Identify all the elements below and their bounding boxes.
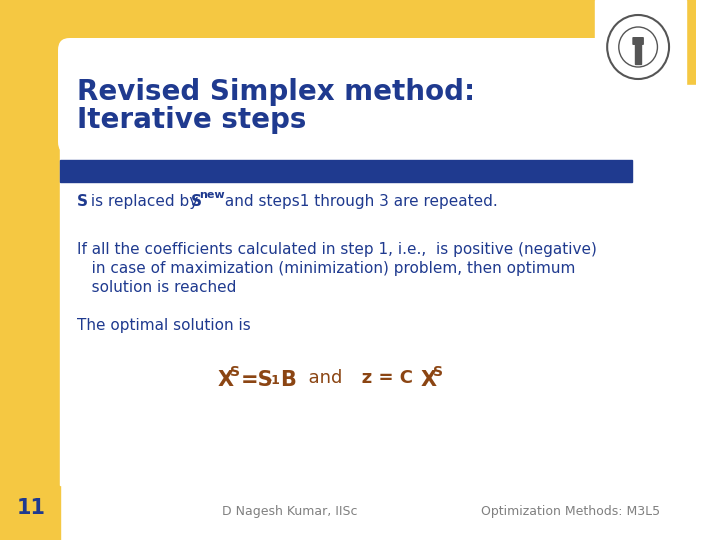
Bar — [0, 0, 60, 540]
Text: X: X — [420, 370, 437, 390]
Text: and: and — [297, 369, 342, 387]
Text: new: new — [199, 190, 225, 200]
Text: 11: 11 — [17, 498, 45, 518]
Bar — [0, 0, 696, 85]
Text: S: S — [77, 194, 89, 209]
FancyBboxPatch shape — [632, 37, 644, 45]
Text: z = C: z = C — [343, 369, 413, 387]
Text: is replaced by: is replaced by — [86, 194, 203, 209]
FancyBboxPatch shape — [58, 38, 608, 154]
Text: in case of maximization (minimization) problem, then optimum: in case of maximization (minimization) p… — [77, 261, 576, 276]
Text: S: S — [433, 365, 443, 379]
Text: solution is reached: solution is reached — [77, 280, 237, 295]
Text: -1: -1 — [266, 374, 280, 387]
Text: =S: =S — [240, 370, 274, 390]
Bar — [635, 42, 641, 64]
Text: X: X — [217, 370, 234, 390]
Text: If all the coefficients calculated in step 1, i.e.,  is positive (negative): If all the coefficients calculated in st… — [77, 242, 597, 257]
Bar — [60, 85, 696, 485]
Text: S: S — [191, 194, 202, 209]
Text: and steps1 through 3 are repeated.: and steps1 through 3 are repeated. — [220, 194, 498, 209]
Bar — [595, 0, 686, 85]
Text: Revised Simplex method:: Revised Simplex method: — [77, 78, 475, 106]
Bar — [60, 160, 632, 182]
Text: Iterative steps: Iterative steps — [77, 106, 307, 134]
Text: D Nagesh Kumar, IISc: D Nagesh Kumar, IISc — [222, 505, 358, 518]
Text: B: B — [280, 370, 296, 390]
Text: S: S — [230, 365, 240, 379]
Text: Optimization Methods: M3L5: Optimization Methods: M3L5 — [481, 505, 660, 518]
Text: The optimal solution is: The optimal solution is — [77, 318, 251, 333]
